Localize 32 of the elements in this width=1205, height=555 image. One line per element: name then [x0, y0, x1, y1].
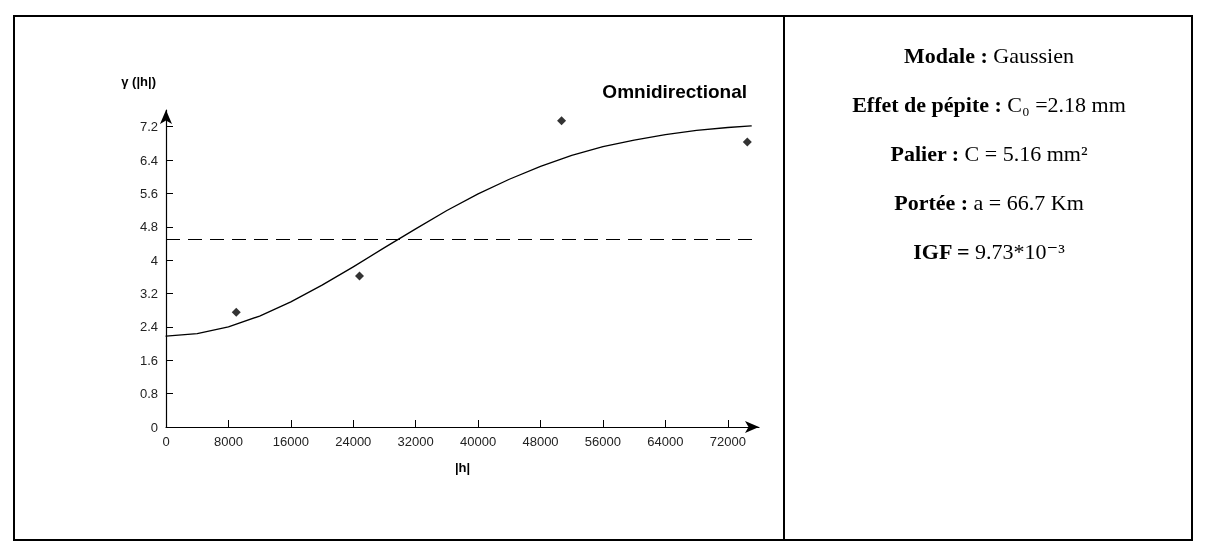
x-tick-label: 24000 [335, 434, 372, 449]
y-tick-label: 5.6 [139, 185, 158, 201]
x-tick-label: 48000 [522, 434, 559, 449]
y-tick-label: 3.2 [139, 286, 158, 302]
text: Modale : Gaussien [904, 43, 1074, 68]
y-tick-label: 1.6 [139, 352, 158, 368]
text: Portée : a = 66.7 Km [894, 190, 1084, 215]
y-axis-title: γ (|h|) [121, 74, 156, 89]
y-tick-label: 0 [150, 419, 158, 435]
x-tick-label: 16000 [272, 434, 309, 449]
y-tick-label: 0.8 [139, 386, 158, 402]
x-tick-label: 72000 [709, 434, 746, 449]
x-tick-label: 8000 [213, 434, 243, 449]
y-tick-label: 7.2 [139, 119, 158, 135]
x-tick-label: 0 [162, 434, 170, 449]
y-tick-label: 4 [150, 252, 158, 268]
x-axis-title: |h| [454, 460, 471, 475]
y-tick-label: 2.4 [139, 319, 158, 335]
text: IGF = 9.73*10⁻³ [913, 239, 1065, 264]
x-tick-label: 64000 [647, 434, 684, 449]
y-tick-label: 4.8 [139, 219, 158, 235]
x-tick-label: 32000 [397, 434, 434, 449]
text: Palier : C = 5.16 mm² [890, 141, 1088, 166]
x-tick-label: 40000 [460, 434, 497, 449]
text: Effet de pépite : C₀ =2.18 mm [852, 92, 1126, 117]
point [742, 137, 752, 147]
chart-title: Omnidirectional [602, 81, 748, 102]
x-tick-label: 56000 [584, 434, 622, 449]
point [557, 116, 567, 126]
y-tick-label: 6.4 [139, 152, 158, 168]
point [231, 307, 241, 317]
point [355, 271, 365, 281]
